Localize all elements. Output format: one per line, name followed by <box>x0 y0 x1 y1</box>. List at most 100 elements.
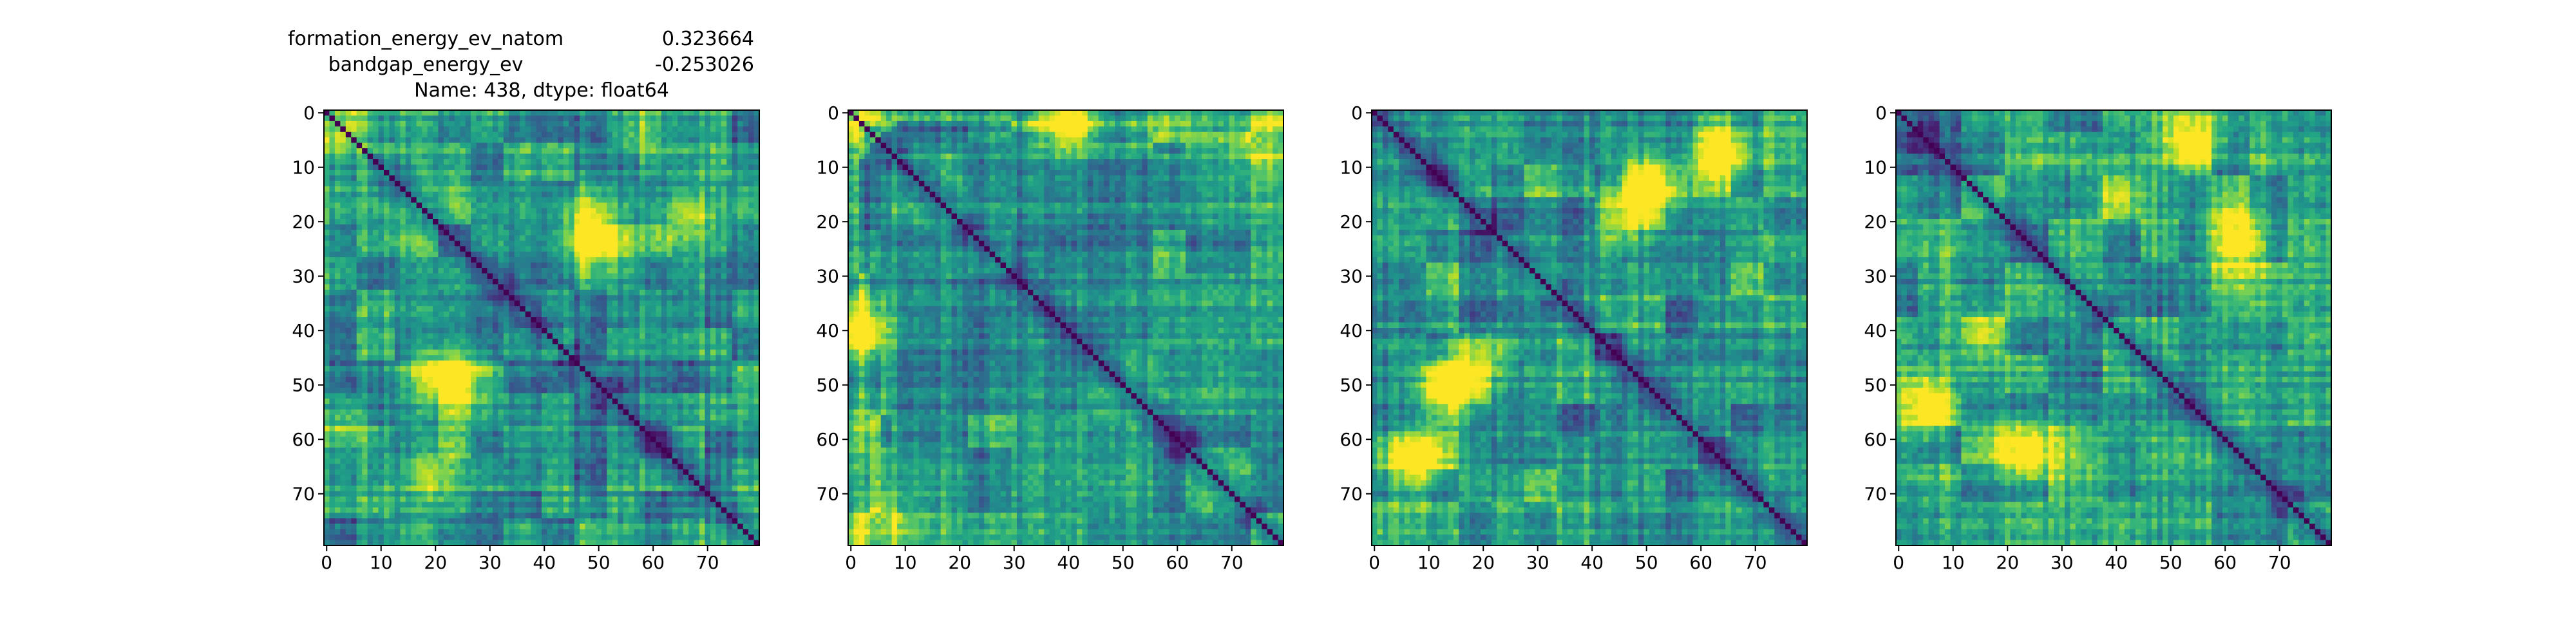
heatmap-cell <box>536 322 542 328</box>
heatmap-cell <box>389 426 395 431</box>
heatmap-cell <box>405 355 412 361</box>
heatmap-cell <box>563 278 569 285</box>
heatmap-cell <box>427 273 433 279</box>
heatmap-cell <box>525 377 531 383</box>
heatmap-cell <box>688 180 694 187</box>
heatmap-cell <box>514 229 520 236</box>
heatmap-cell <box>547 349 553 355</box>
heatmap-cell <box>492 235 498 242</box>
heatmap-cell <box>710 273 716 279</box>
heatmap-cell <box>748 437 754 442</box>
heatmap-cell <box>743 431 749 437</box>
heatmap-cell <box>340 120 346 127</box>
heatmap-cell <box>476 273 482 279</box>
heatmap-cell <box>334 246 341 252</box>
heatmap-cell <box>438 115 444 122</box>
heatmap-cell <box>411 344 417 350</box>
heatmap-cell <box>715 246 722 252</box>
heatmap-cell <box>383 306 390 312</box>
heatmap-cell <box>591 278 596 285</box>
heatmap-cell <box>634 409 640 415</box>
heatmap-cell <box>569 251 575 258</box>
heatmap-cell <box>340 153 346 160</box>
heatmap-cell <box>634 328 640 334</box>
heatmap-cell <box>569 110 575 116</box>
heatmap-cell <box>580 137 585 144</box>
heatmap-cell <box>585 257 591 263</box>
heatmap-cell <box>591 240 596 247</box>
heatmap-cell <box>471 328 477 334</box>
heatmap-cell <box>345 273 352 279</box>
heatmap-cell <box>427 415 433 421</box>
heatmap-cell <box>525 409 531 415</box>
heatmap-cell <box>503 420 509 426</box>
heatmap-cell <box>558 120 564 127</box>
heatmap-cell <box>476 126 482 133</box>
heatmap-cell <box>601 371 607 377</box>
heatmap-cell <box>449 295 455 301</box>
heatmap-cell <box>411 224 417 231</box>
heatmap-cell <box>580 235 585 242</box>
heatmap-cell <box>362 131 368 138</box>
heatmap-cell <box>552 404 558 410</box>
heatmap-cell <box>753 377 760 383</box>
heatmap-cell <box>552 240 558 247</box>
heatmap-cell <box>563 311 569 317</box>
heatmap-cell <box>569 382 575 388</box>
heatmap-cell <box>531 142 536 149</box>
heatmap-cell <box>378 426 384 431</box>
heatmap-cell <box>753 349 760 355</box>
heatmap-cell <box>476 191 482 198</box>
heatmap-cell <box>743 175 749 182</box>
heatmap-cell <box>710 120 716 127</box>
heatmap-cell <box>688 371 694 377</box>
heatmap-cell <box>672 224 678 231</box>
heatmap-cell <box>367 447 374 453</box>
heatmap-cell <box>656 208 662 214</box>
heatmap-cell <box>520 355 526 361</box>
heatmap-cell <box>552 213 558 220</box>
heatmap-cell <box>753 235 760 242</box>
heatmap-cell <box>449 131 455 138</box>
heatmap-cell <box>438 180 444 187</box>
heatmap-cell <box>737 442 744 448</box>
heatmap-cell <box>378 382 384 388</box>
heatmap-cell <box>601 120 607 127</box>
heatmap-cell <box>661 137 667 144</box>
heatmap-cell <box>482 447 488 453</box>
heatmap-cell <box>715 262 722 269</box>
heatmap-cell <box>569 328 575 334</box>
heatmap-cell <box>656 175 662 182</box>
heatmap-cell <box>585 409 591 415</box>
heatmap-cell <box>748 175 754 182</box>
heatmap-cell <box>340 295 346 301</box>
heatmap-cell <box>416 284 422 290</box>
heatmap-cell <box>607 355 613 361</box>
heatmap-cell <box>520 186 526 193</box>
heatmap-cell <box>405 164 412 171</box>
heatmap-cell <box>547 377 553 383</box>
heatmap-cell <box>672 360 678 366</box>
heatmap-cell <box>737 246 744 252</box>
heatmap-cell <box>324 437 330 442</box>
heatmap-cell <box>351 333 357 339</box>
heatmap-cell <box>449 235 455 242</box>
heatmap-cell <box>362 295 368 301</box>
heatmap-cell <box>558 366 564 372</box>
heatmap-cell <box>525 131 531 138</box>
heatmap-cell <box>721 148 727 154</box>
heatmap-cells <box>324 110 760 546</box>
heatmap-cell <box>427 447 433 453</box>
heatmap-cell <box>547 229 553 236</box>
heatmap-cell <box>623 322 629 328</box>
heatmap-cell <box>422 355 428 361</box>
heatmap-cell <box>340 415 346 421</box>
heatmap-cell <box>536 371 542 377</box>
heatmap-cell <box>753 131 760 138</box>
heatmap-cell <box>427 431 433 437</box>
heatmap-cell <box>492 420 498 426</box>
heatmap-cell <box>460 251 466 258</box>
heatmap-cell <box>324 338 330 345</box>
heatmap-cell <box>612 169 618 176</box>
heatmap-cell <box>677 317 684 323</box>
